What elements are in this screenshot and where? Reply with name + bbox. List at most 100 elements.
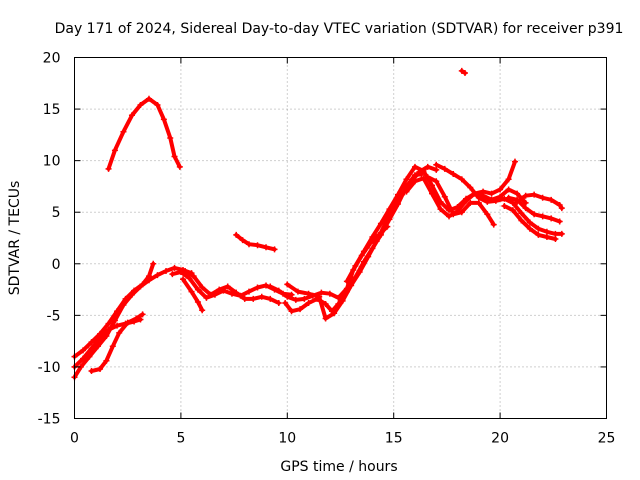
data-point: [522, 192, 529, 199]
data-point: [526, 225, 533, 232]
x-tick-label: 20: [491, 431, 509, 447]
data-point: [467, 184, 474, 191]
data-point: [254, 284, 261, 291]
data-point: [522, 205, 529, 212]
data-point: [369, 233, 376, 240]
data-point: [394, 191, 401, 198]
data-point: [484, 211, 491, 218]
data-point: [509, 207, 516, 214]
data-point: [233, 231, 240, 238]
data-point: [176, 163, 183, 170]
tick-label-layer: 0 5 10 15 20 25 -15 -10 -5 0 5 10 15 20: [38, 51, 616, 447]
data-point: [305, 299, 312, 306]
data-point: [343, 278, 350, 285]
data-point: [556, 201, 563, 208]
data-point: [284, 293, 291, 300]
data-point: [348, 282, 355, 289]
data-point: [169, 271, 176, 278]
data-point: [122, 295, 129, 302]
data-point: [548, 215, 555, 222]
data-point: [511, 158, 518, 165]
series-line: [434, 162, 564, 236]
data-point: [137, 101, 144, 108]
data-point: [492, 197, 499, 204]
data-point: [86, 353, 93, 360]
series-track-16: [433, 161, 565, 237]
data-point: [139, 281, 146, 288]
data-point: [539, 194, 546, 201]
data-point: [154, 101, 161, 108]
data-point: [548, 196, 555, 203]
data-point: [450, 211, 457, 218]
data-point: [535, 231, 542, 238]
x-tick-label: 25: [598, 431, 616, 447]
data-point: [186, 275, 193, 282]
data-point: [245, 241, 252, 248]
data-point: [114, 322, 121, 329]
data-point: [305, 290, 312, 297]
data-point: [450, 171, 457, 178]
data-point: [556, 218, 563, 225]
series-track-8: [182, 268, 282, 306]
y-axis-title: SDTVAR / TECUs: [7, 181, 23, 296]
data-point: [131, 318, 138, 325]
data-point: [105, 326, 112, 333]
data-point: [433, 178, 440, 185]
y-tick-label: 0: [52, 257, 61, 273]
data-point: [182, 268, 189, 275]
series-track-19: [514, 191, 565, 212]
data-point: [284, 281, 291, 288]
data-point: [207, 291, 214, 298]
data-layer: [71, 67, 565, 381]
data-point: [292, 296, 299, 303]
x-tick-label: 15: [385, 431, 403, 447]
data-point: [301, 295, 308, 302]
data-point: [199, 284, 206, 291]
data-point: [441, 165, 448, 172]
data-point: [263, 244, 270, 251]
data-point: [522, 199, 529, 206]
data-point: [131, 287, 138, 294]
y-tick-label: -10: [38, 360, 61, 376]
data-point: [190, 273, 197, 280]
data-point: [254, 242, 261, 249]
series-track-15: [424, 174, 497, 228]
data-point: [263, 282, 270, 289]
data-point: [150, 260, 157, 267]
x-tick-label: 0: [70, 431, 79, 447]
data-point: [120, 128, 127, 135]
data-point: [441, 193, 448, 200]
data-point: [239, 237, 246, 244]
data-point: [458, 209, 465, 216]
data-point: [558, 205, 565, 212]
data-point: [194, 298, 201, 305]
series-track-7: [180, 276, 206, 314]
data-point: [139, 311, 146, 318]
data-point: [116, 329, 123, 336]
data-point: [373, 238, 380, 245]
data-point: [160, 116, 167, 123]
series-track-20: [458, 67, 468, 76]
data-point: [514, 190, 521, 197]
series-track-3: [71, 260, 157, 360]
data-point: [461, 69, 468, 76]
data-point: [352, 262, 359, 269]
data-point: [145, 95, 152, 102]
data-point: [97, 365, 104, 372]
data-point: [509, 199, 516, 206]
y-tick-label: 5: [52, 205, 61, 221]
data-point: [137, 316, 144, 323]
data-point: [224, 283, 231, 290]
data-point: [177, 269, 184, 276]
data-point: [458, 176, 465, 183]
data-point: [433, 161, 440, 168]
data-point: [103, 357, 110, 364]
data-point: [420, 167, 427, 174]
data-point: [203, 294, 210, 301]
data-point: [458, 67, 465, 74]
x-tick-label: 10: [278, 431, 296, 447]
tick-layer: [74, 57, 607, 419]
data-point: [433, 166, 440, 173]
data-point: [171, 153, 178, 160]
